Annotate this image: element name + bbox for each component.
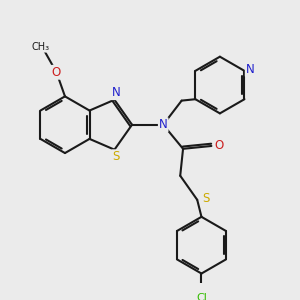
Text: CH₃: CH₃	[32, 42, 50, 52]
Text: Cl: Cl	[196, 292, 207, 300]
Text: N: N	[112, 86, 120, 99]
Text: O: O	[215, 140, 224, 152]
Text: S: S	[202, 192, 209, 205]
Text: N: N	[246, 63, 254, 76]
Text: O: O	[52, 66, 61, 79]
Text: N: N	[159, 118, 168, 131]
Text: S: S	[112, 150, 120, 163]
